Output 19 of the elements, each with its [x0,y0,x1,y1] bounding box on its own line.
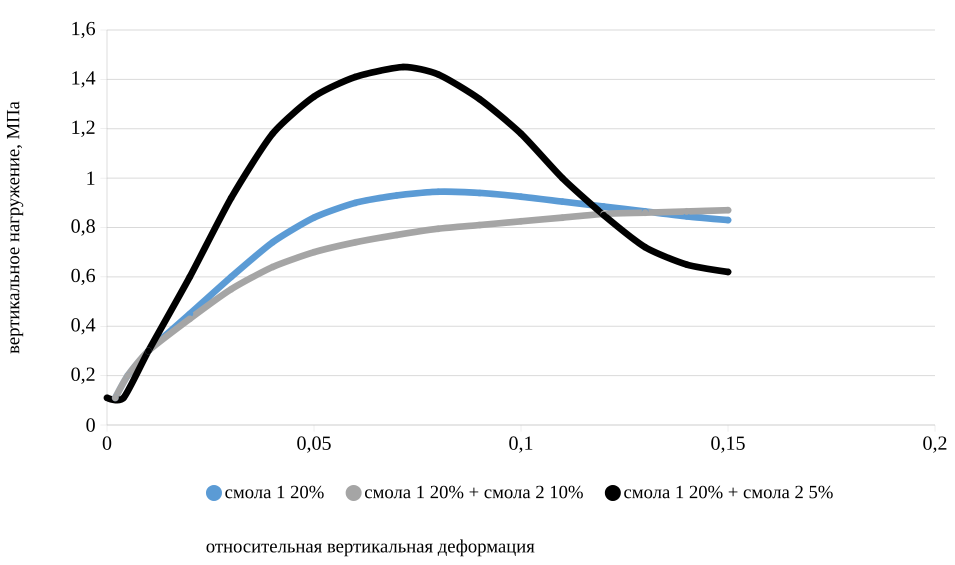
legend-label: смола 1 20% [225,486,324,498]
y-tick-label: 1,6 [72,22,96,38]
x-tick-label: 0,2 [923,436,946,453]
y-tick-label: 0,8 [71,219,95,236]
x-tick-label: 0,1 [509,436,532,453]
y-tick-label: 0,6 [71,268,96,286]
y-axis-title: вертикальное нагружение, МПа [6,101,24,354]
y-tick-label: 0,4 [71,318,96,334]
y-tick-label: 1 [87,172,94,185]
x-tick-label: 0 [102,436,112,450]
y-tick-label: 1,4 [72,71,96,88]
x-axis-title: относительная вертикальная деформация [206,539,534,556]
legend-label: смола 1 20% + смола 2 10% [365,486,583,498]
legend-label: смола 1 20% + смола 2 5% [624,486,833,498]
y-tick-label: 0,2 [71,367,95,384]
x-tick-label: 0,15 [711,436,745,453]
y-tick-label: 0 [86,418,95,432]
x-tick-label: 0,05 [297,436,331,453]
y-tick-label: 1,2 [72,120,95,137]
